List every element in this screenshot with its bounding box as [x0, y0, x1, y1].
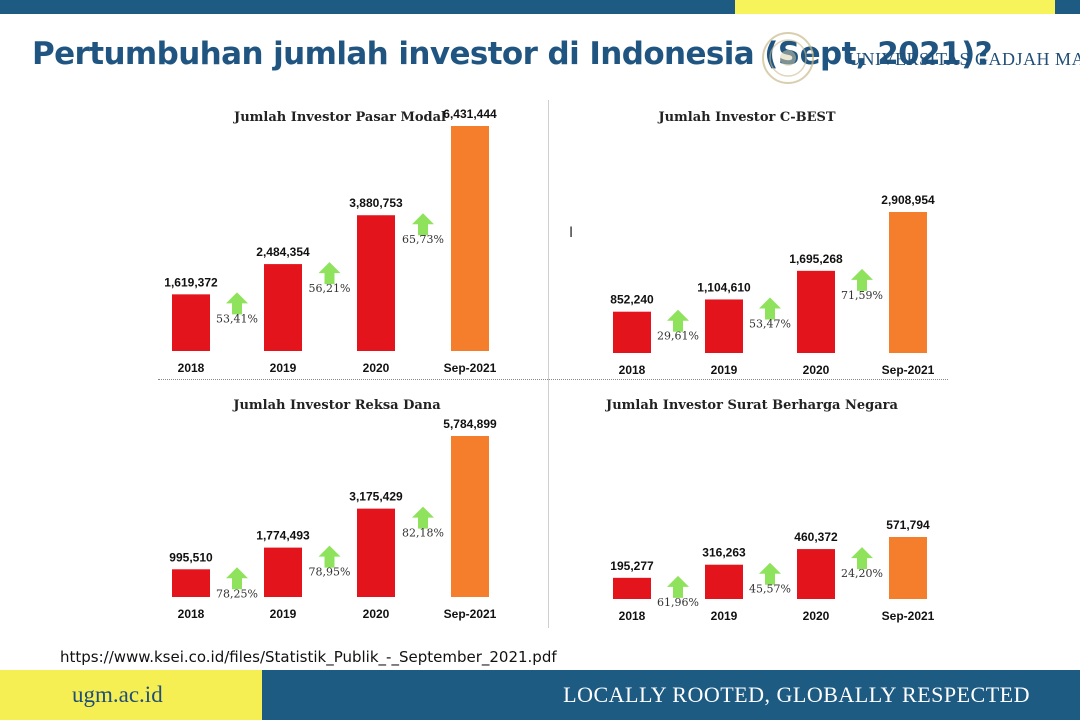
- bar-reksa-dana-2020: [357, 508, 395, 597]
- value-label-pasar-modal-2018: 1,619,372: [164, 275, 218, 289]
- category-label-sbn-2018: 2018: [619, 609, 646, 623]
- bar-reksa-dana-sep-2021: [451, 436, 489, 597]
- value-label-cbest-2020: 1,695,268: [789, 252, 843, 266]
- value-label-reksa-dana-2020: 3,175,429: [349, 490, 403, 504]
- top-band-blue-end: [1055, 0, 1080, 14]
- university-name: UNIVERSITAS GADJAH MADA: [848, 49, 1080, 69]
- growth-arrow-icon: [667, 575, 689, 598]
- growth-arrow-icon: [412, 506, 434, 529]
- category-label-cbest-2019: 2019: [711, 363, 738, 377]
- growth-arrow-icon: [851, 268, 873, 291]
- bar-reksa-dana-2018: [172, 569, 210, 597]
- slide-title: Pertumbuhan jumlah investor di Indonesia…: [32, 36, 993, 72]
- bar-pasar-modal-2019: [264, 264, 302, 351]
- category-label-reksa-dana-2019: 2019: [270, 607, 297, 621]
- footer-right: LOCALLY ROOTED, GLOBALLY RESPECTED: [262, 670, 1080, 720]
- value-label-cbest-sep-2021: 2,908,954: [881, 193, 935, 207]
- growth-arrow-icon: [226, 567, 248, 590]
- growth-arrow-icon: [759, 562, 781, 585]
- top-band-blue: [0, 0, 735, 14]
- top-band-yellow: [735, 0, 1055, 14]
- category-label-reksa-dana-2018: 2018: [178, 607, 205, 621]
- bar-reksa-dana-2019: [264, 547, 302, 597]
- university-seal-icon: [762, 32, 814, 84]
- horizontal-divider: [158, 379, 948, 380]
- growth-label-pasar-modal-3: 65,73%: [402, 233, 444, 246]
- growth-arrow-icon: [667, 309, 689, 332]
- growth-arrow-icon: [759, 297, 781, 320]
- footer-band: ugm.ac.id LOCALLY ROOTED, GLOBALLY RESPE…: [0, 670, 1080, 720]
- value-label-pasar-modal-2020: 3,880,753: [349, 196, 403, 210]
- growth-arrow-icon: [412, 213, 434, 236]
- growth-label-sbn-3: 24,20%: [841, 567, 883, 580]
- growth-label-cbest-2: 53,47%: [749, 317, 791, 330]
- growth-label-cbest-1: 29,61%: [657, 330, 699, 343]
- vertical-divider: [548, 100, 549, 628]
- growth-label-pasar-modal-2: 56,21%: [309, 282, 351, 295]
- footer-motto: LOCALLY ROOTED, GLOBALLY RESPECTED: [563, 682, 1030, 707]
- bar-pasar-modal-2018: [172, 294, 210, 351]
- category-label-cbest-2018: 2018: [619, 363, 646, 377]
- value-label-pasar-modal-2019: 2,484,354: [256, 245, 310, 259]
- top-band: [0, 0, 1080, 14]
- source-link[interactable]: https://www.ksei.co.id/files/Statistik_P…: [60, 648, 557, 666]
- bar-cbest-2019: [705, 299, 743, 353]
- category-label-reksa-dana-2020: 2020: [363, 607, 390, 621]
- value-label-sbn-sep-2021: 571,794: [886, 518, 930, 532]
- chart-title-sbn: Jumlah Investor Surat Berharga Negara: [606, 398, 898, 413]
- bar-sbn-2020: [797, 549, 835, 599]
- value-label-reksa-dana-2018: 995,510: [169, 550, 213, 564]
- growth-label-sbn-1: 61,96%: [657, 596, 699, 609]
- category-label-sbn-sep-2021: Sep-2021: [882, 609, 935, 623]
- university-brand: UNIVERSITAS GADJAH MADA: [760, 30, 1080, 86]
- bar-sbn-sep-2021: [889, 537, 927, 599]
- bar-sbn-2018: [613, 577, 651, 599]
- growth-arrow-icon: [318, 545, 341, 568]
- category-label-reksa-dana-sep-2021: Sep-2021: [444, 607, 497, 621]
- text-cursor-icon: I: [569, 225, 574, 241]
- chart-title-reksa-dana: Jumlah Investor Reksa Dana: [233, 398, 441, 413]
- category-label-pasar-modal-sep-2021: Sep-2021: [444, 361, 497, 375]
- growth-label-reksa-dana-1: 78,25%: [216, 587, 258, 600]
- footer-left: ugm.ac.id: [0, 670, 262, 720]
- growth-label-cbest-3: 71,59%: [841, 289, 883, 302]
- value-label-cbest-2018: 852,240: [610, 293, 654, 307]
- value-label-sbn-2019: 316,263: [702, 546, 746, 560]
- value-label-sbn-2020: 460,372: [794, 530, 838, 544]
- category-label-sbn-2020: 2020: [803, 609, 830, 623]
- growth-arrow-icon: [851, 547, 873, 570]
- bar-sbn-2019: [705, 564, 743, 599]
- category-label-cbest-sep-2021: Sep-2021: [882, 363, 935, 377]
- category-label-sbn-2019: 2019: [711, 609, 738, 623]
- growth-label-sbn-2: 45,57%: [749, 583, 791, 596]
- growth-label-reksa-dana-2: 78,95%: [309, 566, 351, 579]
- bar-cbest-2018: [613, 311, 651, 353]
- category-label-pasar-modal-2020: 2020: [363, 361, 390, 375]
- growth-label-reksa-dana-3: 82,18%: [402, 527, 444, 540]
- value-label-reksa-dana-sep-2021: 5,784,899: [443, 417, 497, 431]
- category-label-pasar-modal-2018: 2018: [178, 361, 205, 375]
- growth-arrow-icon: [226, 292, 248, 315]
- value-label-cbest-2019: 1,104,610: [697, 280, 751, 294]
- value-label-pasar-modal-sep-2021: 6,431,444: [443, 107, 497, 121]
- bar-cbest-sep-2021: [889, 212, 927, 353]
- category-label-cbest-2020: 2020: [803, 363, 830, 377]
- bar-pasar-modal-2020: [357, 215, 395, 351]
- bar-cbest-2020: [797, 270, 835, 353]
- footer-site[interactable]: ugm.ac.id: [72, 682, 163, 707]
- value-label-sbn-2018: 195,277: [610, 559, 654, 573]
- growth-label-pasar-modal-1: 53,41%: [216, 312, 258, 325]
- value-label-reksa-dana-2019: 1,774,493: [256, 529, 310, 543]
- chart-title-pasar-modal: Jumlah Investor Pasar Modal: [234, 110, 446, 125]
- growth-arrow-icon: [318, 262, 341, 285]
- bar-pasar-modal-sep-2021: [451, 126, 489, 351]
- chart-title-cbest: Jumlah Investor C-BEST: [658, 110, 836, 125]
- category-label-pasar-modal-2019: 2019: [270, 361, 297, 375]
